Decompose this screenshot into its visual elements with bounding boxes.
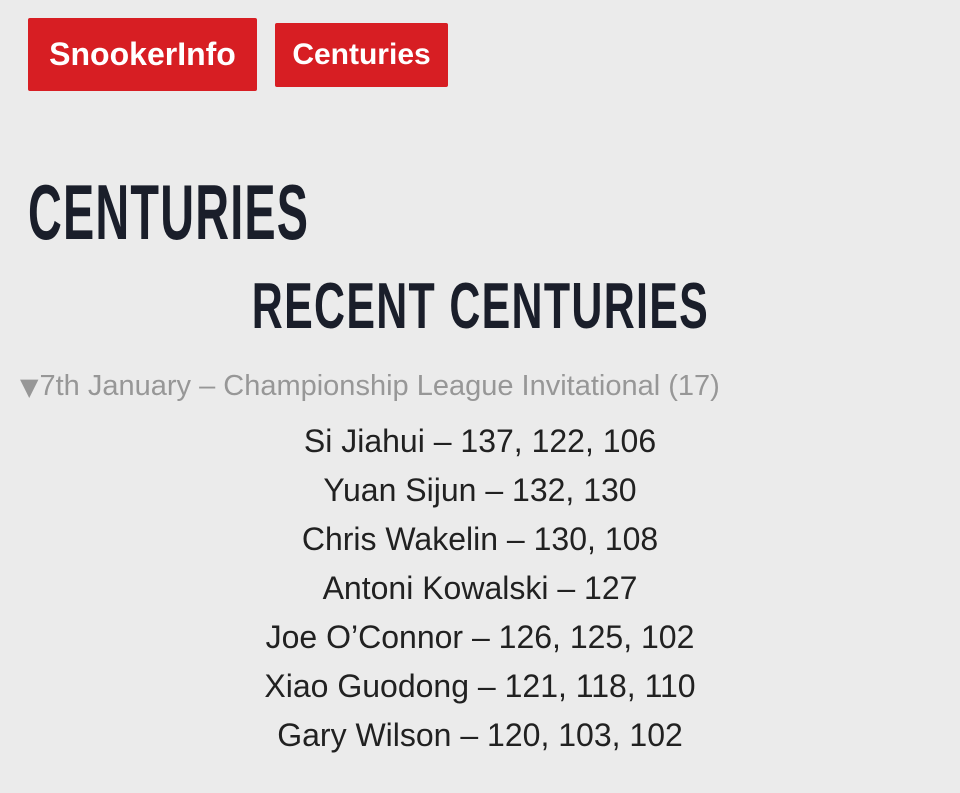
century-row: Antoni Kowalski – 127	[322, 570, 638, 606]
nav-button-snookerinfo[interactable]: SnookerInfo	[28, 18, 257, 91]
section-title-text: RECENT CENTURIES	[251, 269, 709, 342]
top-nav: SnookerInfo Centuries	[0, 0, 960, 91]
century-row: Yuan Sijun – 132, 130	[323, 472, 637, 508]
page-title: CENTURIES	[28, 173, 960, 251]
century-row: Chris Wakelin – 130, 108	[301, 521, 659, 557]
century-row: Joe O’Connor – 126, 125, 102	[265, 619, 695, 655]
event-title: 7th January – Championship League Invita…	[39, 370, 720, 402]
nav-button-centuries[interactable]: Centuries	[275, 22, 448, 87]
century-row: Si Jiahui – 137, 122, 106	[303, 423, 657, 459]
section-title: RECENT CENTURIES	[0, 273, 960, 338]
page-title-text: CENTURIES	[28, 168, 310, 256]
event-collapse-toggle[interactable]: ▼7th January – Championship League Invit…	[20, 370, 960, 403]
collapse-triangle-icon: ▼	[20, 373, 39, 401]
centuries-list: Si Jiahui – 137, 122, 106 Yuan Sijun – 1…	[0, 417, 960, 760]
century-row: Gary Wilson – 120, 103, 102	[277, 717, 683, 753]
century-row: Xiao Guodong – 121, 118, 110	[264, 668, 696, 704]
